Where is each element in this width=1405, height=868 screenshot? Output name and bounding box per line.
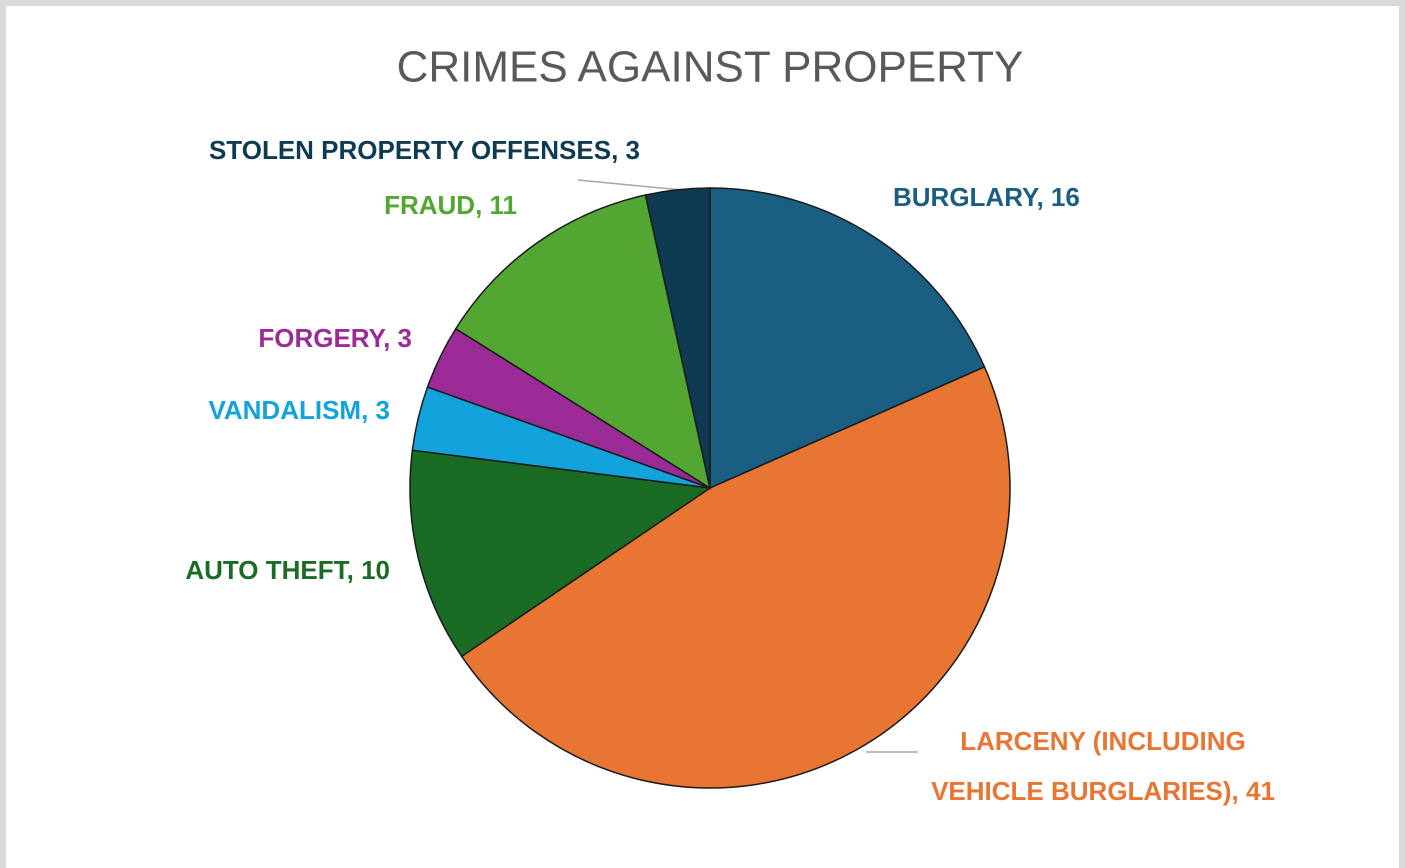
data-label: LARCENY (INCLUDING VEHICLE BURGLARIES), … xyxy=(931,726,1275,806)
chart-title: CRIMES AGAINST PROPERTY xyxy=(397,43,1024,92)
pie-slice xyxy=(454,194,712,490)
pie-slice xyxy=(644,187,711,489)
data-label: STOLEN PROPERTY OFFENSES, 3 xyxy=(208,135,640,165)
data-label: BURGLARY, 16 xyxy=(893,182,1080,212)
data-label: FORGERY, 3 xyxy=(258,323,412,353)
data-label: FRAUD, 11 xyxy=(384,190,517,220)
pie-slice xyxy=(460,365,1011,789)
data-label: VANDALISM, 3 xyxy=(208,395,390,425)
leader-line xyxy=(577,179,683,191)
chart-frame: CRIMES AGAINST PROPERTY BURGLARY, 16 LARC… xyxy=(6,6,1399,868)
chart: CRIMES AGAINST PROPERTY xyxy=(397,43,1024,789)
pie-slice xyxy=(409,449,713,658)
data-label: AUTO THEFT, 10 xyxy=(185,555,390,585)
pie-slice xyxy=(709,187,986,490)
